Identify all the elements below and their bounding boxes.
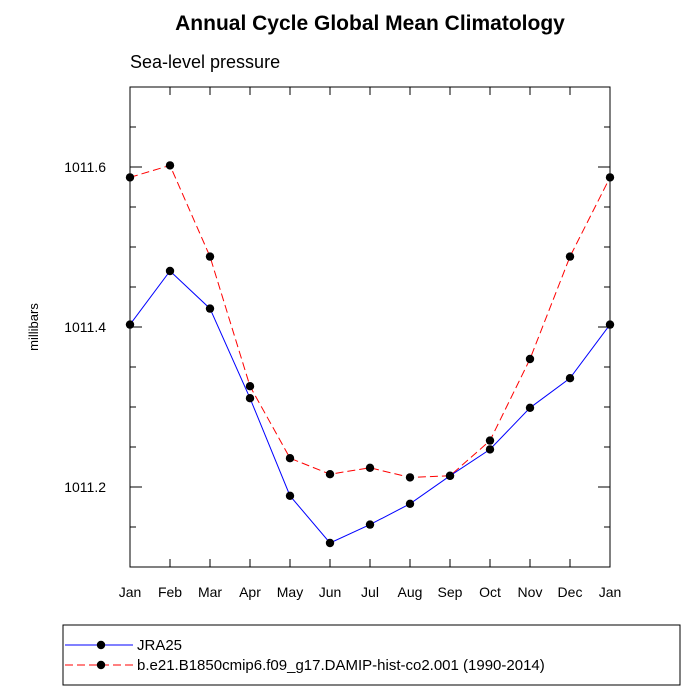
x-tick-label: Jul (361, 584, 379, 600)
x-tick-label: Jun (319, 584, 342, 600)
data-point (565, 374, 575, 383)
data-point (285, 491, 295, 500)
data-point (485, 436, 495, 445)
data-point (285, 454, 295, 463)
x-tick-label: May (277, 584, 303, 600)
data-point (365, 463, 375, 472)
x-tick-label: Apr (239, 584, 261, 600)
data-point (445, 471, 455, 480)
plot-frame (129, 86, 611, 568)
x-tick-label: Sep (438, 584, 463, 600)
data-point (165, 266, 175, 276)
y-tick-label: 1011.4 (64, 319, 106, 335)
x-tick-label: Dec (558, 584, 583, 600)
y-tick-label: 1011.6 (64, 159, 106, 175)
data-point (485, 445, 495, 454)
x-tick-label: Feb (158, 584, 182, 600)
series-line-jra25 (129, 270, 611, 544)
data-point (165, 161, 175, 170)
data-point (325, 470, 335, 479)
legend-marker (96, 660, 106, 670)
data-point (405, 499, 415, 508)
x-tick-label: Nov (518, 584, 543, 600)
legend-marker (96, 640, 106, 650)
data-point (525, 354, 535, 364)
x-tick-label: Jan (119, 584, 142, 600)
data-point (245, 382, 255, 391)
data-point (205, 252, 215, 261)
x-tick-label: Mar (198, 584, 222, 600)
x-tick-label: Jan (599, 584, 622, 600)
data-point (565, 252, 575, 261)
data-point (405, 473, 415, 482)
y-axis-label: millibars (26, 303, 41, 351)
data-point (365, 520, 375, 529)
data-point (205, 304, 215, 313)
legend-label: JRA25 (137, 637, 182, 654)
legend-label: b.e21.B1850cmip6.f09_g17.DAMIP-hist-co2.… (137, 657, 545, 674)
y-tick-label: 1011.2 (64, 479, 106, 495)
x-tick-label: Oct (479, 584, 501, 600)
legend-box (62, 624, 681, 686)
data-point (325, 538, 335, 548)
chart-title: Annual Cycle Global Mean Climatology (175, 12, 565, 35)
chart-subtitle: Sea-level pressure (130, 52, 280, 72)
data-point (245, 394, 255, 403)
x-tick-label: Aug (398, 584, 423, 600)
series-line-model (129, 164, 611, 478)
data-point (525, 403, 535, 412)
